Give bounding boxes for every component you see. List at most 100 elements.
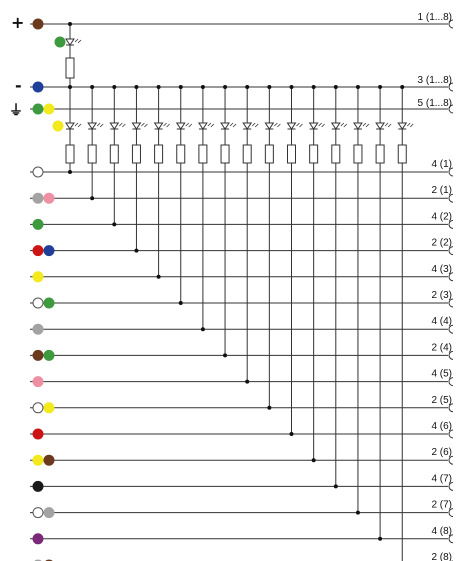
resistor-symbol bbox=[353, 144, 363, 164]
channel-label: 4 (7) bbox=[431, 473, 452, 484]
resistor-symbol bbox=[220, 144, 230, 164]
channel-label: 4 (5) bbox=[431, 369, 452, 380]
led-light-arrows bbox=[296, 122, 303, 128]
led-diode-symbol bbox=[286, 122, 297, 130]
led-diode-symbol bbox=[65, 122, 75, 130]
junction-dot bbox=[90, 85, 95, 89]
terminal-symbol bbox=[448, 455, 454, 465]
led-diode-symbol bbox=[242, 122, 253, 130]
resistor-symbol bbox=[375, 144, 385, 164]
wire-color-dot-pink bbox=[32, 376, 44, 388]
resistor-symbol bbox=[154, 144, 164, 164]
junction-dot bbox=[112, 85, 117, 89]
junction-dot bbox=[267, 405, 272, 410]
junction-dot bbox=[378, 536, 383, 541]
terminal-symbol bbox=[448, 324, 454, 334]
junction-dot bbox=[68, 170, 72, 174]
led-light-arrows bbox=[163, 122, 170, 128]
resistor-symbol bbox=[176, 144, 186, 164]
wire-color-dot-white bbox=[32, 402, 44, 414]
led-diode-symbol bbox=[197, 122, 208, 130]
junction-dot bbox=[311, 458, 316, 463]
channel-label: 2 (3) bbox=[431, 290, 452, 301]
wire-color-dot-green bbox=[43, 349, 55, 361]
led-light-arrows bbox=[119, 122, 126, 128]
led-diode-symbol bbox=[308, 122, 319, 130]
terminal-symbol bbox=[448, 193, 454, 203]
led-diode-symbol bbox=[330, 122, 341, 130]
junction-dot bbox=[289, 85, 294, 89]
led-diode-symbol bbox=[65, 38, 75, 46]
channel-label: 4 (8) bbox=[431, 526, 452, 537]
junction-dot bbox=[400, 85, 405, 89]
terminal-symbol bbox=[448, 219, 454, 229]
led-light-arrows bbox=[74, 38, 82, 44]
wire-color-dot-grey bbox=[32, 323, 44, 335]
junction-dot bbox=[355, 510, 360, 515]
terminal-symbol bbox=[448, 534, 454, 544]
led-diode-symbol bbox=[175, 122, 186, 130]
wire-color-dot-green bbox=[54, 36, 66, 48]
resistor-symbol bbox=[287, 144, 296, 164]
channel-label: 2 (5) bbox=[431, 395, 452, 406]
wire-color-dot-green bbox=[32, 103, 44, 115]
led-diode-symbol bbox=[264, 122, 275, 130]
channel-label: 2 (6) bbox=[431, 447, 452, 458]
junction-dot bbox=[178, 85, 183, 89]
junction-dot bbox=[178, 301, 183, 305]
terminal-symbol bbox=[448, 508, 454, 518]
junction-dot bbox=[311, 85, 316, 89]
led-diode-symbol bbox=[375, 122, 386, 130]
resistor-symbol bbox=[87, 144, 97, 164]
led-light-arrows bbox=[340, 122, 348, 128]
led-light-arrows bbox=[406, 122, 414, 128]
wire-color-dot-green bbox=[32, 218, 44, 230]
wire-color-dot-yellow bbox=[52, 120, 64, 132]
channel-label: 2 (8) bbox=[431, 552, 452, 561]
junction-dot bbox=[289, 432, 294, 436]
wire-color-dot-brown bbox=[32, 349, 44, 361]
led-light-arrows bbox=[74, 122, 82, 128]
resistor-symbol bbox=[109, 144, 119, 164]
wire-layer bbox=[30, 19, 454, 561]
wire-color-dot-green bbox=[43, 297, 55, 309]
led-light-arrows bbox=[207, 122, 215, 128]
terminal-symbol bbox=[448, 167, 454, 177]
led-light-arrows bbox=[318, 122, 325, 128]
junction-dot bbox=[156, 274, 161, 279]
led-diode-symbol bbox=[220, 122, 230, 130]
wire-color-dot-white bbox=[32, 297, 44, 309]
junction-dot bbox=[355, 85, 360, 89]
junction-dot bbox=[333, 85, 338, 89]
terminal-symbol bbox=[448, 298, 454, 308]
wire-color-dot-black bbox=[32, 480, 44, 492]
junction-dot bbox=[68, 22, 72, 26]
junction-dot bbox=[267, 85, 272, 89]
terminal-symbol bbox=[448, 377, 454, 387]
led-light-arrows bbox=[96, 122, 104, 128]
junction-dot bbox=[200, 85, 205, 89]
led-diode-symbol bbox=[153, 122, 164, 130]
terminal-symbol bbox=[448, 19, 454, 29]
component-layer bbox=[65, 22, 414, 541]
bus-label-ground: 5 (1...8) bbox=[418, 98, 452, 109]
minus-symbol: - bbox=[15, 76, 22, 95]
channel-label: 2 (2) bbox=[431, 238, 452, 249]
terminal-symbol bbox=[448, 272, 454, 282]
junction-dot bbox=[134, 248, 139, 253]
channel-label: 4 (2) bbox=[431, 211, 452, 222]
led-diode-symbol bbox=[397, 122, 408, 130]
wire-color-dot-yellow bbox=[32, 454, 44, 466]
channel-label: 2 (7) bbox=[431, 500, 452, 511]
resistor-symbol bbox=[264, 144, 274, 164]
label-layer: + - ⏚ 1 (1...8) 3 (1...8) 5 (1...8) 4 (1… bbox=[9, 12, 452, 561]
channel-label: 2 (4) bbox=[431, 342, 452, 353]
channel-label: 2 (1) bbox=[431, 185, 452, 196]
terminal-symbol bbox=[448, 246, 454, 256]
terminal-symbol bbox=[448, 104, 454, 114]
junction-dot bbox=[223, 85, 228, 89]
led-light-arrows bbox=[141, 122, 148, 128]
wire-color-dot-red bbox=[32, 428, 44, 440]
wire-color-dot-yellow bbox=[32, 271, 44, 283]
junction-dot bbox=[223, 353, 228, 358]
